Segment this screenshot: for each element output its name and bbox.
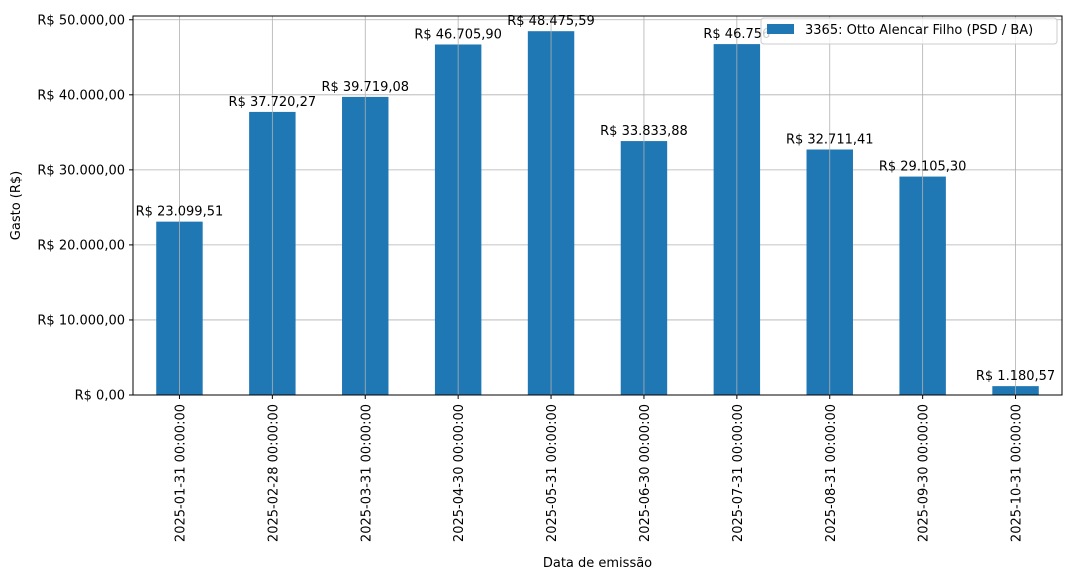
x-tick-label: 2025-10-31 00:00:00 (1010, 404, 1025, 542)
legend-label: 3365: Otto Alencar Filho (PSD / BA) (805, 23, 1033, 38)
bar-value-label: R$ 37.720,27 (229, 95, 317, 110)
y-tick-label: R$ 0,00 (75, 389, 125, 404)
x-tick-label: 2025-06-30 00:00:00 (638, 404, 653, 542)
x-tick-label: 2025-03-31 00:00:00 (359, 404, 374, 542)
y-tick-label: R$ 40.000,00 (37, 88, 125, 103)
bar-value-label: R$ 1.180,57 (976, 369, 1055, 384)
x-tick-label: 2025-04-30 00:00:00 (452, 404, 467, 542)
x-tick-label: 2025-09-30 00:00:00 (917, 404, 932, 542)
x-tick-label: 2025-05-31 00:00:00 (545, 404, 560, 542)
y-tick-label: R$ 10.000,00 (37, 313, 125, 328)
legend-box (760, 17, 1058, 45)
bar-value-label: R$ 46.705,90 (414, 27, 502, 42)
y-tick-label: R$ 50.000,00 (37, 13, 125, 28)
x-tick-label: 2025-01-31 00:00:00 (173, 404, 188, 542)
y-axis-label: Gasto (R$) (9, 171, 24, 240)
x-tick-label: 2025-08-31 00:00:00 (824, 404, 839, 542)
bar-value-label: R$ 46.756 (703, 27, 770, 42)
legend: 3365: Otto Alencar Filho (PSD / BA) (760, 17, 1058, 45)
bar-value-label: R$ 33.833,88 (600, 124, 688, 139)
x-axis-label: Data de emissão (543, 556, 652, 571)
legend-swatch (767, 24, 794, 34)
bar-value-label: R$ 23.099,51 (136, 205, 224, 220)
plot-frame (132, 15, 1063, 396)
bar-value-label: R$ 39.719,08 (321, 80, 409, 95)
bar-value-label: R$ 32.711,41 (786, 133, 874, 148)
bar-value-label: R$ 48.475,59 (507, 14, 595, 29)
x-tick-label: 2025-07-31 00:00:00 (731, 404, 746, 542)
axis-ticks: R$ 0,00 R$ 10.000,00 R$ 20.000,00 R$ 30.000… (37, 13, 1024, 542)
y-tick-label: R$ 20.000,00 (37, 238, 125, 253)
y-tick-label: R$ 30.000,00 (37, 163, 125, 178)
x-tick-label: 2025-02-28 00:00:00 (266, 404, 281, 542)
bars (156, 31, 1039, 396)
bar-value-label: R$ 29.105,30 (879, 160, 967, 175)
bar-value-labels: R$ 23.099,51 R$ 37.720,27 R$ 39.719,08 R$ 4… (136, 14, 1056, 384)
